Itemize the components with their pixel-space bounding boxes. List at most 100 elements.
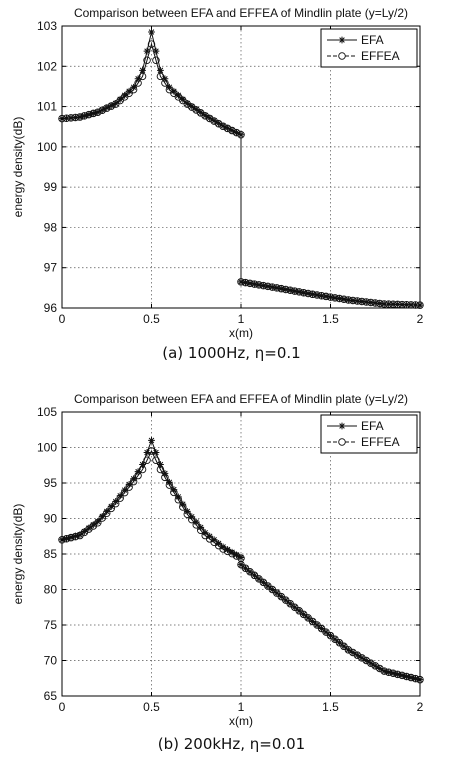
x-axis-label: x(m)	[229, 714, 253, 728]
marker-circle	[241, 278, 250, 287]
marker-star	[116, 95, 124, 103]
y-tick-label: 95	[44, 476, 58, 490]
x-tick-label: 1.5	[322, 700, 339, 714]
marker-circle	[125, 483, 133, 491]
marker-circle	[219, 545, 227, 553]
marker-circle	[384, 668, 393, 676]
marker-circle	[179, 503, 187, 511]
marker-star	[107, 102, 115, 109]
marker-circle	[134, 471, 142, 480]
marker-star	[166, 478, 173, 486]
marker-star	[157, 66, 164, 74]
x-tick-label: 1	[238, 312, 245, 326]
y-tick-label: 103	[37, 19, 57, 33]
marker-circle	[259, 281, 268, 290]
marker-circle	[147, 447, 156, 455]
marker-circle	[94, 108, 102, 116]
marker-star	[130, 475, 137, 483]
marker-circle	[147, 40, 156, 48]
chart-a: 0 0.5 1 1.5 2 96 97 98 99 100 101 102 103 EFA EFFEA Com…	[11, 6, 424, 340]
marker-circle	[375, 299, 384, 308]
chart-b: 0 0.5 1 1.5 2 65 70 75 80 85 90 95 100 105 EFA EFFEA Com…	[11, 392, 424, 728]
marker-circle	[344, 296, 353, 304]
marker-circle	[299, 288, 308, 297]
marker-circle	[371, 662, 380, 670]
marker-circle	[161, 473, 169, 482]
marker-circle	[174, 495, 183, 504]
legend-marker-circle	[338, 438, 346, 446]
marker-circle	[67, 533, 75, 542]
marker-star	[233, 551, 240, 559]
marker-circle	[389, 669, 397, 678]
marker-circle	[85, 110, 93, 119]
marker-star	[170, 87, 178, 95]
y-tick-label: 85	[44, 547, 58, 561]
x-tick-label: 0	[59, 700, 66, 714]
marker-star	[166, 83, 173, 91]
marker-circle	[152, 56, 160, 64]
marker-star	[139, 66, 146, 74]
legend-label-efa: EFA	[361, 419, 384, 433]
marker-circle	[165, 85, 174, 94]
marker-circle	[277, 284, 286, 293]
marker-circle	[102, 509, 111, 517]
marker-star	[121, 91, 129, 99]
marker-circle	[170, 488, 178, 497]
series-markers-effea	[58, 447, 424, 684]
y-axis-label: energy density(dB)	[11, 117, 25, 218]
y-tick-label: 99	[44, 180, 58, 194]
marker-circle	[120, 93, 129, 101]
marker-circle	[138, 465, 147, 474]
y-tick-label: 101	[37, 100, 57, 114]
series-line-effea	[61, 42, 421, 306]
marker-circle	[98, 514, 107, 522]
marker-circle	[125, 89, 133, 98]
marker-circle	[340, 295, 348, 303]
marker-star	[215, 539, 223, 547]
y-tick-label: 80	[44, 583, 58, 597]
marker-circle	[165, 481, 174, 489]
marker-circle	[326, 293, 335, 301]
caption-a: (a) 1000Hz, η=0.1	[162, 344, 301, 362]
series-line-effea	[61, 449, 421, 681]
marker-circle	[71, 532, 80, 541]
marker-circle	[398, 671, 406, 680]
marker-circle	[201, 112, 209, 120]
y-tick-label: 105	[37, 405, 57, 419]
marker-star	[192, 105, 200, 113]
marker-circle	[67, 114, 75, 122]
marker-circle	[219, 122, 227, 131]
marker-circle	[237, 278, 245, 286]
marker-circle	[76, 113, 84, 121]
marker-star	[89, 521, 97, 529]
marker-circle	[161, 79, 169, 87]
marker-circle	[107, 504, 115, 513]
y-tick-label: 97	[44, 261, 58, 275]
y-tick-label: 90	[44, 512, 58, 526]
marker-circle	[375, 664, 384, 673]
marker-star	[224, 546, 231, 553]
x-tick-label: 1	[238, 700, 245, 714]
marker-circle	[358, 654, 366, 662]
marker-star	[148, 28, 155, 36]
legend-label-effea: EFFEA	[361, 49, 400, 63]
marker-star	[174, 493, 182, 501]
marker-circle	[380, 667, 388, 675]
x-tick-label: 0.5	[143, 700, 160, 714]
marker-star	[188, 513, 196, 521]
marker-star	[125, 481, 133, 488]
marker-circle	[98, 106, 107, 114]
marker-circle	[111, 100, 120, 108]
marker-star	[139, 461, 146, 468]
chart-title: Comparison between EFA and EFFEA of Mind…	[74, 392, 408, 406]
marker-star	[72, 532, 79, 540]
marker-circle	[232, 128, 241, 137]
marker-circle	[290, 287, 299, 295]
caption-b: (b) 200kHz, η=0.01	[157, 735, 306, 753]
marker-star	[201, 529, 209, 537]
marker-star	[157, 461, 164, 468]
marker-star	[188, 102, 196, 110]
marker-circle	[170, 89, 178, 98]
marker-star	[206, 532, 214, 540]
marker-circle	[335, 294, 344, 303]
